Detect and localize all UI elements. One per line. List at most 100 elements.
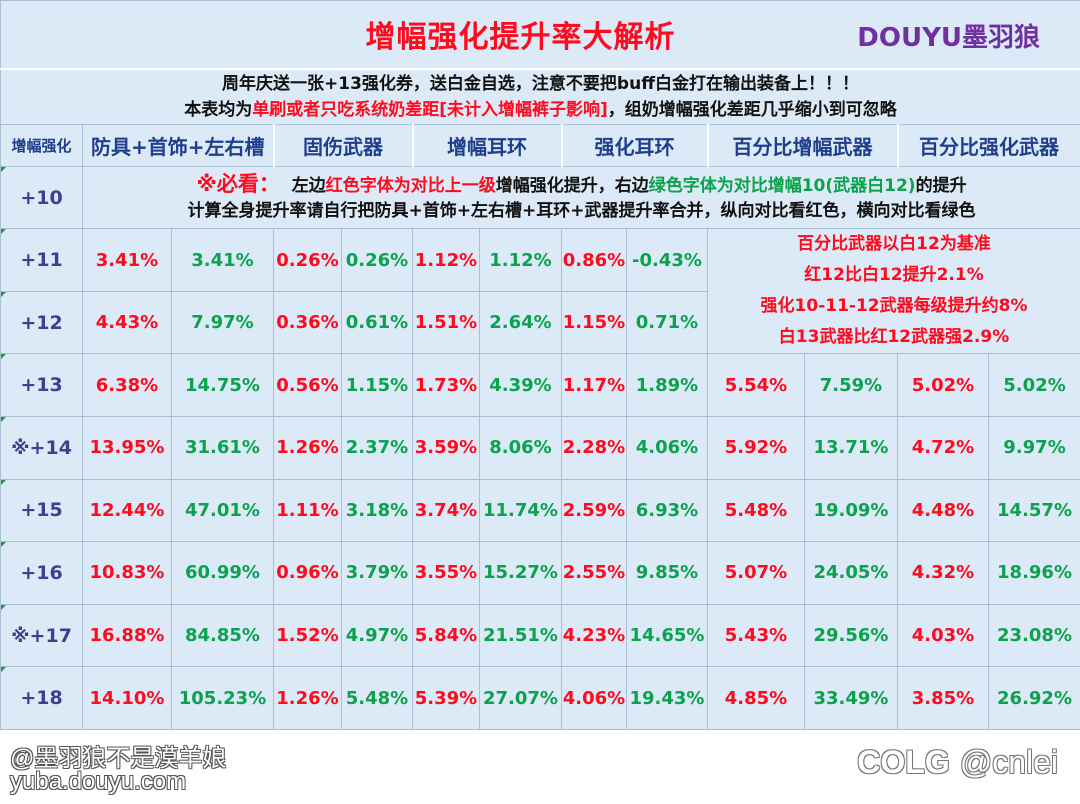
value-vs-prev-cell: 6.38%: [82, 353, 172, 417]
value-vs-prev-cell: 1.51%: [412, 290, 480, 355]
value-vs-base-cell: 29.56%: [804, 603, 898, 668]
footer-watermarks: @墨羽狼不是漠羊娘 yuba.douyu.com COLG @cnlei: [0, 730, 1080, 804]
value-vs-base-cell: 4.06%: [626, 416, 708, 480]
value-vs-prev-cell: 2.55%: [561, 541, 627, 605]
value-vs-prev-cell: 14.10%: [82, 666, 172, 730]
notice-red-text: 单刷或者只吃系统奶差距[未计入增幅裤子影响]: [252, 99, 608, 120]
header-level: 增幅强化: [0, 124, 83, 168]
level-cell: +18: [0, 666, 83, 730]
cell-corner-mark: [1, 480, 6, 485]
cell-corner-mark: [1, 667, 6, 673]
value-vs-base-cell: 3.18%: [341, 478, 413, 543]
value-vs-base-cell: 9.97%: [987, 416, 1080, 480]
value-vs-prev-cell: 5.54%: [707, 353, 805, 417]
cell-corner-mark: [1, 354, 6, 360]
value-vs-prev-cell: 2.28%: [561, 416, 627, 480]
table-row: +15 12.44% 47.01% 1.11% 3.18% 3.74% 11.74% 2.59…: [0, 478, 1080, 543]
table-row: +11 3.41% 3.41% 0.26% 0.26% 1.12% 1.12% 0.86% -0…: [0, 228, 1080, 355]
value-vs-prev-cell: 2.59%: [561, 478, 627, 543]
value-vs-prev-cell: 1.11%: [273, 478, 342, 543]
pct-weapon-note: 百分比武器以白12为基准 红12比白12提升2.1% 强化10-11-12武器每级提…: [706, 228, 1080, 355]
value-vs-prev-cell: 1.15%: [561, 290, 627, 355]
value-vs-base-cell: 0.61%: [341, 290, 413, 355]
table-row: ※+14 13.95% 31.61% 1.26% 2.37% 3.59% 8.06% 2.28…: [0, 416, 1080, 480]
value-vs-base-cell: 18.96%: [987, 541, 1080, 605]
value-vs-prev-cell: 4.06%: [561, 666, 627, 730]
value-vs-base-cell: 1.15%: [341, 353, 413, 417]
value-vs-prev-cell: 5.92%: [707, 416, 805, 480]
value-vs-prev-cell: 0.26%: [273, 228, 342, 292]
value-vs-base-cell: 3.41%: [171, 228, 274, 292]
header-pct-refine-weapon: 百分比强化武器: [896, 124, 1080, 168]
value-vs-base-cell: 105.23%: [171, 666, 274, 730]
value-vs-prev-cell: 0.86%: [561, 228, 627, 292]
value-vs-base-cell: 4.39%: [479, 353, 562, 417]
value-vs-prev-cell: 3.55%: [412, 541, 480, 605]
value-vs-base-cell: 19.43%: [626, 666, 708, 730]
value-vs-base-cell: 60.99%: [171, 541, 274, 605]
level-cell: +13: [0, 353, 83, 417]
pct-weapon-note-line: 白13武器比红12武器强2.9%: [778, 327, 1010, 348]
cell-corner-mark: [1, 229, 6, 235]
value-vs-base-cell: 7.59%: [804, 353, 898, 417]
value-vs-base-cell: 31.61%: [171, 416, 274, 480]
value-vs-prev-cell: 13.95%: [82, 416, 172, 480]
value-vs-prev-cell: 4.03%: [897, 603, 989, 668]
value-vs-base-cell: 5.48%: [341, 666, 413, 730]
table-row: +18 14.10% 105.23% 1.26% 5.48% 5.39% 27.07% 4.0…: [0, 666, 1080, 730]
value-vs-base-cell: 2.37%: [341, 416, 413, 480]
level-cell: +10: [0, 166, 83, 230]
table-row: +12 4.43% 7.97% 0.36% 0.61% 1.51% 2.64% 1.15% 0.…: [0, 290, 1080, 355]
brand-label: DOUYU墨羽狼: [857, 23, 1041, 53]
cell-corner-mark: [1, 417, 6, 422]
value-vs-prev-cell: 4.23%: [561, 603, 627, 668]
value-vs-prev-cell: 5.43%: [707, 603, 805, 668]
level-cell: +15: [0, 478, 83, 543]
value-vs-base-cell: 13.71%: [804, 416, 898, 480]
value-vs-prev-cell: 10.83%: [82, 541, 172, 605]
value-vs-prev-cell: 0.36%: [273, 290, 342, 355]
header-armor: 防具+首饰+左右槽: [82, 124, 275, 168]
pct-weapon-note-line: 红12比白12提升2.1%: [804, 265, 984, 286]
enhancement-table: 增幅强化提升率大解析 DOUYU墨羽狼 周年庆送一张+13强化券，送白金自选，注…: [0, 0, 1080, 730]
value-vs-base-cell: 8.06%: [479, 416, 562, 480]
value-vs-base-cell: 0.71%: [626, 290, 708, 355]
value-vs-base-cell: 9.85%: [626, 541, 708, 605]
must-read-lead: ※必看：: [196, 171, 280, 196]
value-vs-prev-cell: 1.17%: [561, 353, 627, 417]
value-vs-base-cell: 47.01%: [171, 478, 274, 543]
table-row: +13 6.38% 14.75% 0.56% 1.15% 1.73% 4.39% 1.17% 1…: [0, 353, 1080, 417]
value-vs-base-cell: 26.92%: [987, 666, 1080, 730]
row-plus-10: +10 ※必看： 左边红色字体为对比上一级增幅强化提升，右边绿色字体为对比增幅1…: [0, 166, 1080, 230]
value-vs-prev-cell: 1.52%: [273, 603, 342, 668]
value-vs-base-cell: 23.08%: [987, 603, 1080, 668]
title-row: 增幅强化提升率大解析 DOUYU墨羽狼: [0, 0, 1080, 70]
level-cell: ※+17: [0, 603, 83, 668]
value-vs-base-cell: 84.85%: [171, 603, 274, 668]
value-vs-base-cell: 5.02%: [987, 353, 1080, 417]
value-vs-base-cell: 1.89%: [626, 353, 708, 417]
value-vs-prev-cell: 3.59%: [412, 416, 480, 480]
value-vs-prev-cell: 4.72%: [897, 416, 989, 480]
header-refine-earring: 强化耳环: [561, 124, 709, 168]
header-pct-amp-weapon: 百分比增幅武器: [707, 124, 899, 168]
value-vs-base-cell: 15.27%: [479, 541, 562, 605]
watermark-url: yuba.douyu.com: [10, 768, 187, 795]
value-vs-prev-cell: 5.48%: [707, 478, 805, 543]
value-vs-prev-cell: 1.26%: [273, 666, 342, 730]
header-fixed-weapon: 固伤武器: [273, 124, 414, 168]
header-row: 增幅强化 防具+首饰+左右槽 固伤武器 增幅耳环 强化耳环 百分比增幅武器 百分…: [0, 124, 1080, 168]
table-row: ※+17 16.88% 84.85% 1.52% 4.97% 5.84% 21.51% 4.2…: [0, 603, 1080, 668]
value-vs-base-cell: 14.75%: [171, 353, 274, 417]
value-vs-prev-cell: 1.73%: [412, 353, 480, 417]
value-vs-base-cell: 24.05%: [804, 541, 898, 605]
level-cell: ※+14: [0, 416, 83, 480]
value-vs-prev-cell: 4.43%: [82, 290, 172, 355]
must-read-note: ※必看： 左边红色字体为对比上一级增幅强化提升，右边绿色字体为对比增幅10(武器…: [81, 166, 1080, 230]
value-vs-prev-cell: 5.39%: [412, 666, 480, 730]
cell-corner-mark: [1, 605, 6, 610]
notice-block: 周年庆送一张+13强化券，送白金自选，注意不要把buff白金打在输出装备上！！！…: [0, 68, 1080, 126]
value-vs-prev-cell: 5.84%: [412, 603, 480, 668]
value-vs-base-cell: 3.79%: [341, 541, 413, 605]
value-vs-prev-cell: 0.96%: [273, 541, 342, 605]
